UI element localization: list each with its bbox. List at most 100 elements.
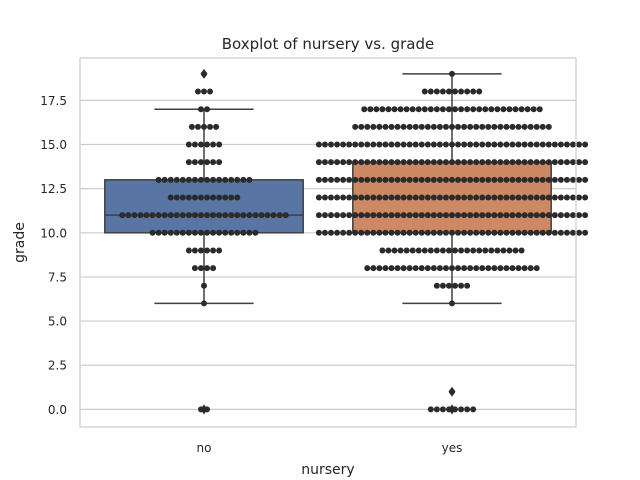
swarm-point-yes — [479, 141, 486, 148]
swarm-point-yes — [340, 176, 347, 183]
swarm-point-yes — [467, 176, 474, 183]
swarm-point-yes — [539, 212, 546, 219]
swarm-point-yes — [467, 265, 474, 272]
swarm-point-yes — [527, 212, 534, 219]
swarm-point-yes — [424, 265, 431, 272]
swarm-point-no — [149, 229, 156, 236]
swarm-point-yes — [328, 212, 334, 219]
swarm-point-yes — [321, 159, 328, 166]
swarm-point-yes — [403, 247, 410, 254]
swarm-point-yes — [340, 141, 347, 148]
swarm-point-yes — [551, 176, 558, 183]
y-axis-label: grade — [12, 222, 28, 263]
swarm-point-yes — [334, 194, 341, 201]
swarm-point-yes — [427, 106, 434, 113]
swarm-point-yes — [328, 141, 334, 148]
swarm-point-yes — [340, 212, 347, 219]
swarm-point-yes — [418, 159, 425, 166]
swarm-point-yes — [485, 194, 492, 201]
swarm-point-yes — [506, 247, 513, 254]
swarm-point-yes — [551, 194, 558, 201]
y-tick-label: 0.0 — [48, 403, 67, 417]
swarm-point-yes — [527, 123, 534, 130]
swarm-point-no — [210, 265, 217, 272]
swarm-point-no — [246, 212, 253, 219]
swarm-point-yes — [533, 141, 540, 148]
swarm-point-no — [197, 106, 204, 113]
swarm-point-yes — [433, 406, 440, 413]
swarm-point-yes — [370, 265, 377, 272]
swarm-point-yes — [470, 247, 477, 254]
swarm-point-yes — [479, 123, 486, 130]
swarm-point-yes — [527, 265, 534, 272]
swarm-point-no — [188, 123, 195, 130]
swarm-point-yes — [409, 247, 416, 254]
swarm-point-yes — [430, 123, 437, 130]
swarm-point-no — [222, 212, 229, 219]
swarm-point-yes — [509, 141, 516, 148]
swarm-point-yes — [527, 141, 534, 148]
swarm-point-yes — [582, 141, 589, 148]
swarm-point-yes — [476, 88, 483, 95]
swarm-point-yes — [394, 194, 401, 201]
tick-labels: 0.0 2.5 5.0 7.5 10.0 12.5 15.0 17.5 no yes — [40, 94, 462, 455]
swarm-point-yes — [412, 229, 419, 236]
swarm-point-yes — [533, 194, 540, 201]
swarm-point-yes — [545, 194, 552, 201]
swarm-point-yes — [439, 406, 446, 413]
swarm-point-no — [173, 212, 180, 219]
swarm-point-yes — [482, 106, 489, 113]
swarm-point-yes — [570, 194, 576, 201]
swarm-point-no — [201, 300, 207, 307]
swarm-point-yes — [346, 159, 353, 166]
swarm-point-yes — [464, 406, 471, 413]
swarm-point-yes — [442, 159, 449, 166]
swarm-point-yes — [473, 141, 480, 148]
swarm-point-yes — [551, 229, 558, 236]
swarm-point-yes — [452, 106, 459, 113]
swarm-point-yes — [458, 247, 465, 254]
swarm-point-yes — [533, 265, 540, 272]
swarm-point-no — [194, 123, 201, 130]
swarm-point-yes — [394, 229, 401, 236]
swarm-point-yes — [452, 282, 459, 289]
swarm-point-yes — [497, 141, 504, 148]
swarm-point-yes — [461, 141, 468, 148]
swarm-point-no — [234, 194, 241, 201]
swarm-point-no — [155, 229, 162, 236]
swarm-point-yes — [539, 159, 546, 166]
swarm-point-no — [270, 212, 277, 219]
swarm-point-yes — [458, 106, 465, 113]
swarm-point-yes — [521, 159, 528, 166]
swarm-point-no — [197, 159, 204, 166]
swarm-point-yes — [442, 229, 449, 236]
swarm-point-yes — [412, 159, 419, 166]
swarm-point-yes — [376, 176, 383, 183]
swarm-point-yes — [491, 194, 498, 201]
swarm-point-yes — [418, 123, 425, 130]
swarm-point-yes — [509, 229, 516, 236]
swarm-point-no — [204, 176, 211, 183]
swarm-point-yes — [364, 229, 371, 236]
swarm-point-yes — [315, 176, 322, 183]
swarm-point-yes — [563, 229, 570, 236]
swarm-point-no — [197, 212, 204, 219]
swarm-point-yes — [530, 106, 537, 113]
swarm-point-yes — [388, 141, 395, 148]
swarm-point-no — [179, 212, 186, 219]
swarm-point-no — [204, 265, 211, 272]
swarm-point-yes — [455, 194, 462, 201]
swarm-point-no — [240, 176, 247, 183]
swarm-point-yes — [358, 194, 365, 201]
swarm-point-yes — [352, 229, 359, 236]
swarm-point-yes — [436, 265, 443, 272]
swarm-point-yes — [582, 159, 589, 166]
y-tick-label: 12.5 — [40, 182, 67, 196]
swarm-point-yes — [452, 88, 459, 95]
swarm-point-yes — [315, 159, 322, 166]
swarm-point-yes — [376, 265, 383, 272]
swarm-point-yes — [485, 159, 492, 166]
swarm-point-no — [228, 229, 235, 236]
swarm-point-yes — [382, 123, 389, 130]
swarm-point-yes — [418, 176, 425, 183]
